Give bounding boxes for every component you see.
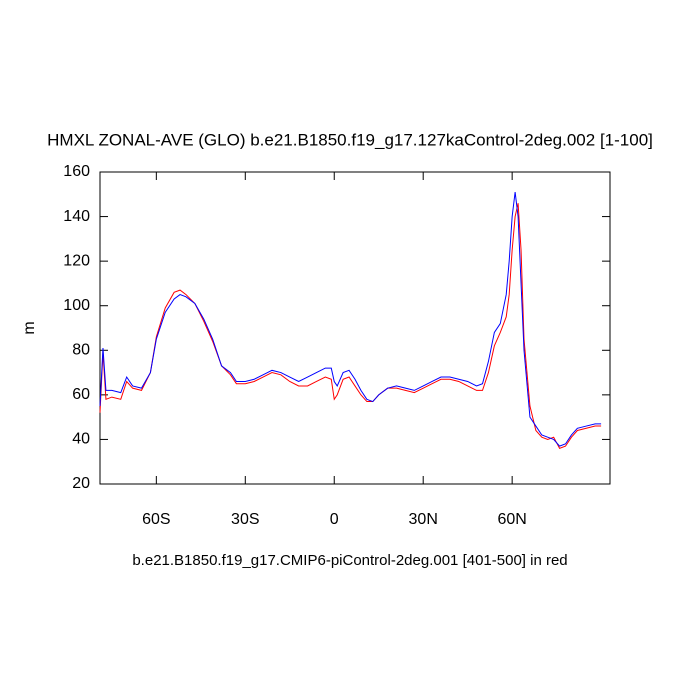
chart-subtitle: b.e21.B1850.f19_g17.CMIP6-piControl-2deg… [132, 552, 567, 569]
y-tick-label: 40 [72, 431, 90, 448]
y-tick-label: 120 [63, 252, 90, 269]
chart-title: HMXL ZONAL-AVE (GLO) b.e21.B1850.f19_g17… [47, 130, 653, 149]
x-tick-label: 0 [330, 511, 339, 528]
y-tick-label: 160 [63, 163, 90, 180]
y-tick-label: 20 [72, 475, 90, 492]
y-tick-label: 140 [63, 208, 90, 225]
x-tick-label: 30N [409, 511, 438, 528]
data-line [99, 203, 602, 449]
data-line [99, 191, 602, 447]
y-tick-label: 80 [72, 342, 90, 359]
x-tick-label: 30S [231, 511, 259, 528]
y-tick-label: 60 [72, 386, 90, 403]
plot-frame [99, 171, 611, 485]
y-tick-label: 100 [63, 297, 90, 314]
x-tick-label: 60S [142, 511, 170, 528]
x-tick-label: 60N [497, 511, 526, 528]
y-axis-label: m [21, 321, 38, 334]
